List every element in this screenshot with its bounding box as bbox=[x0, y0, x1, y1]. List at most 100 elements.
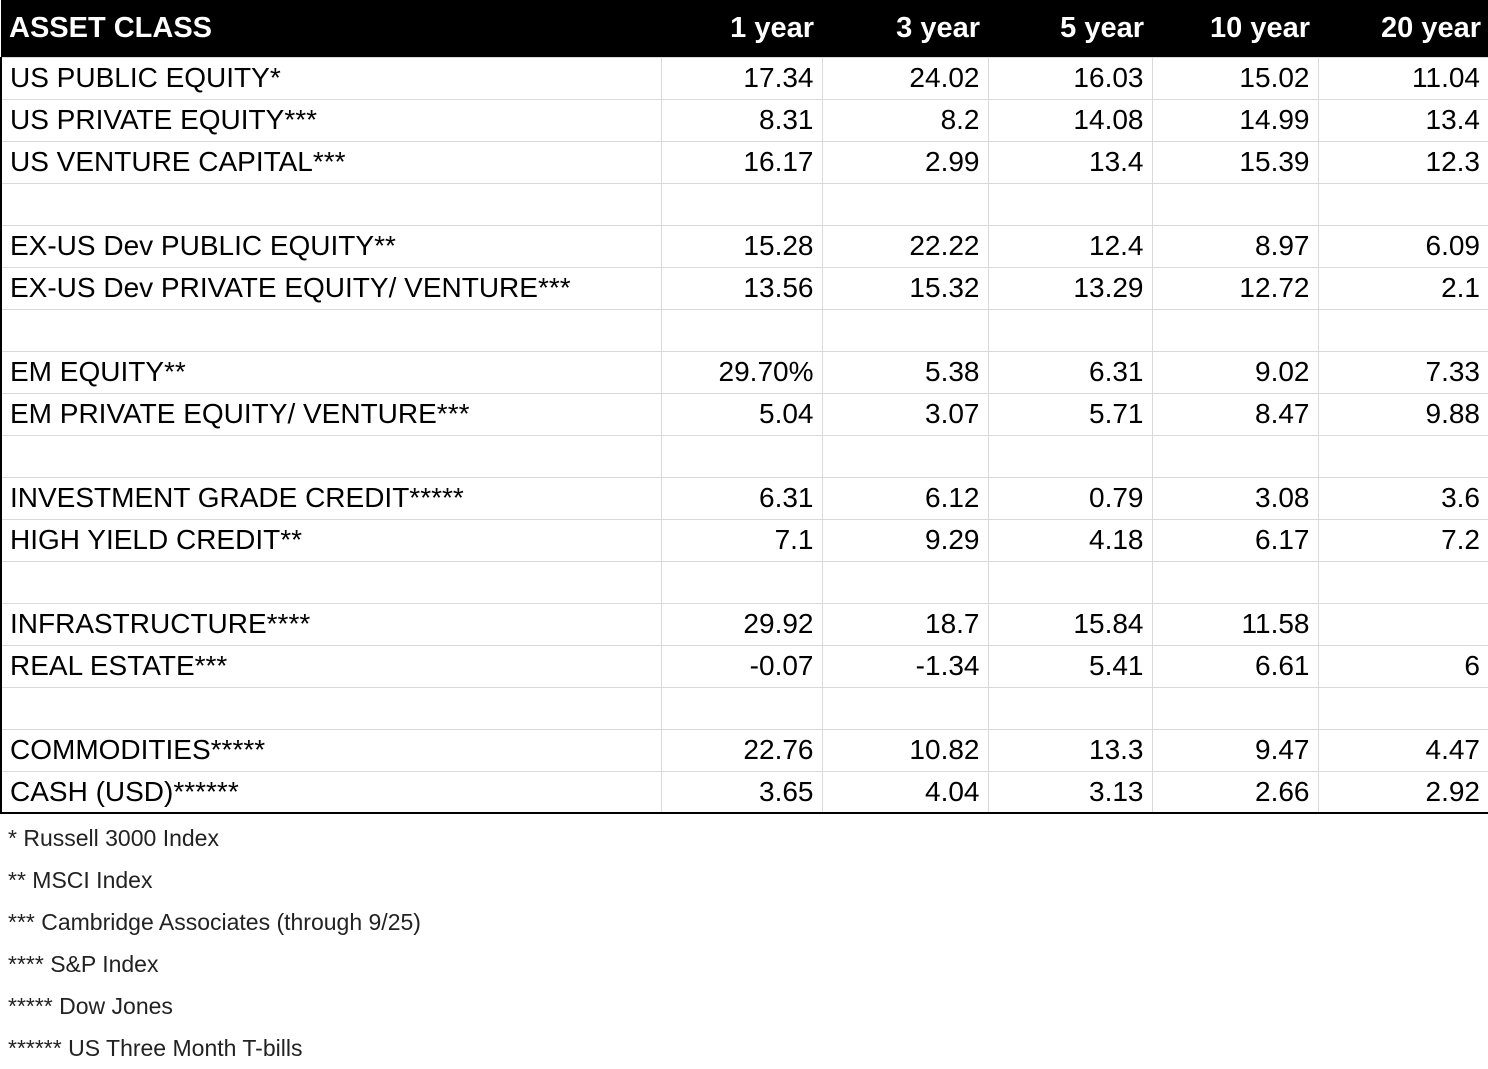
return-value-cell: 22.22 bbox=[821, 224, 989, 268]
return-value-cell bbox=[987, 686, 1153, 730]
table-row: INVESTMENT GRADE CREDIT***** 6.31 6.12 0.79… bbox=[0, 476, 1488, 520]
return-value-cell: 6.31 bbox=[987, 350, 1153, 394]
return-value-cell: -0.07 bbox=[660, 644, 823, 688]
return-value-cell bbox=[1151, 308, 1319, 352]
return-value-cell: 6.12 bbox=[821, 476, 989, 520]
spacer-row bbox=[0, 434, 1488, 478]
table-row: EX-US Dev PRIVATE EQUITY/ VENTURE*** 13.5… bbox=[0, 266, 1488, 310]
asset-class-returns-table: ASSET CLASS 1 year 3 year 5 year 10 year… bbox=[0, 0, 1488, 814]
return-value-cell bbox=[1317, 308, 1488, 352]
return-value-cell: 3.07 bbox=[821, 392, 989, 436]
return-value-cell bbox=[1151, 434, 1319, 478]
footnote: **** S&P Index bbox=[8, 951, 159, 977]
return-value-cell: 24.02 bbox=[821, 56, 989, 100]
return-value-cell: 15.28 bbox=[660, 224, 823, 268]
asset-class-cell: INVESTMENT GRADE CREDIT***** bbox=[0, 476, 662, 520]
footnote: ** MSCI Index bbox=[8, 867, 153, 893]
return-value-cell bbox=[1317, 602, 1488, 646]
return-value-cell: 4.47 bbox=[1317, 728, 1488, 772]
return-value-cell: 15.02 bbox=[1151, 56, 1319, 100]
return-value-cell bbox=[821, 308, 989, 352]
return-value-cell: 2.1 bbox=[1317, 266, 1488, 310]
return-value-cell: 13.29 bbox=[987, 266, 1153, 310]
header-5-year: 5 year bbox=[988, 0, 1152, 57]
return-value-cell: 13.4 bbox=[987, 140, 1153, 184]
asset-class-cell: EX-US Dev PRIVATE EQUITY/ VENTURE*** bbox=[0, 266, 662, 310]
table-row: US PUBLIC EQUITY* 17.34 24.02 16.03 15.02 11.… bbox=[0, 56, 1488, 100]
return-value-cell: 0.79 bbox=[987, 476, 1153, 520]
table-row: EM EQUITY** 29.70% 5.38 6.31 9.02 7.33 bbox=[0, 350, 1488, 394]
return-value-cell: 7.1 bbox=[660, 518, 823, 562]
return-value-cell: 13.3 bbox=[987, 728, 1153, 772]
return-value-cell bbox=[1317, 560, 1488, 604]
return-value-cell bbox=[660, 560, 823, 604]
return-value-cell: 4.04 bbox=[821, 770, 989, 814]
asset-class-cell: CASH (USD)****** bbox=[0, 770, 662, 814]
return-value-cell bbox=[1317, 434, 1488, 478]
return-value-cell: 8.47 bbox=[1151, 392, 1319, 436]
return-value-cell bbox=[821, 434, 989, 478]
header-3-year: 3 year bbox=[822, 0, 988, 57]
return-value-cell bbox=[987, 308, 1153, 352]
footnote: *** Cambridge Associates (through 9/25) bbox=[8, 909, 421, 935]
return-value-cell: 12.3 bbox=[1317, 140, 1488, 184]
asset-class-cell: EM EQUITY** bbox=[0, 350, 662, 394]
return-value-cell: 8.2 bbox=[821, 98, 989, 142]
header-20-year: 20 year bbox=[1318, 0, 1488, 57]
return-value-cell bbox=[987, 560, 1153, 604]
return-value-cell: 3.65 bbox=[660, 770, 823, 814]
return-value-cell: 14.08 bbox=[987, 98, 1153, 142]
return-value-cell: 8.31 bbox=[660, 98, 823, 142]
return-value-cell: 6.61 bbox=[1151, 644, 1319, 688]
return-value-cell bbox=[1317, 182, 1488, 226]
asset-class-cell: EX-US Dev PUBLIC EQUITY** bbox=[0, 224, 662, 268]
return-value-cell: 10.82 bbox=[821, 728, 989, 772]
table-row: CASH (USD)****** 3.65 4.04 3.13 2.66 2.92 bbox=[0, 770, 1488, 814]
table-row: EX-US Dev PUBLIC EQUITY** 15.28 22.22 12.4 8… bbox=[0, 224, 1488, 268]
asset-class-cell bbox=[0, 560, 662, 604]
return-value-cell: 18.7 bbox=[821, 602, 989, 646]
footnotes: * Russell 3000 Index ** MSCI Index *** Cam… bbox=[8, 817, 421, 1069]
return-value-cell: 16.17 bbox=[660, 140, 823, 184]
header-asset-class: ASSET CLASS bbox=[1, 0, 661, 57]
header-row: ASSET CLASS 1 year 3 year 5 year 10 year… bbox=[1, 0, 1488, 57]
return-value-cell bbox=[821, 560, 989, 604]
table-row: COMMODITIES***** 22.76 10.82 13.3 9.47 4.47 bbox=[0, 728, 1488, 772]
return-value-cell: 5.04 bbox=[660, 392, 823, 436]
table-row: EM PRIVATE EQUITY/ VENTURE*** 5.04 3.07 5.7… bbox=[0, 392, 1488, 436]
return-value-cell: -1.34 bbox=[821, 644, 989, 688]
asset-class-cell: US PUBLIC EQUITY* bbox=[0, 56, 662, 100]
return-value-cell: 6.31 bbox=[660, 476, 823, 520]
return-value-cell bbox=[1151, 182, 1319, 226]
return-value-cell bbox=[821, 182, 989, 226]
return-value-cell: 29.92 bbox=[660, 602, 823, 646]
table-row: US PRIVATE EQUITY*** 8.31 8.2 14.08 14.99 13.… bbox=[0, 98, 1488, 142]
return-value-cell bbox=[660, 308, 823, 352]
table-header: ASSET CLASS 1 year 3 year 5 year 10 year… bbox=[1, 0, 1488, 57]
return-value-cell: 13.56 bbox=[660, 266, 823, 310]
return-value-cell: 7.2 bbox=[1317, 518, 1488, 562]
table-row: INFRASTRUCTURE**** 29.92 18.7 15.84 11.58 bbox=[0, 602, 1488, 646]
return-value-cell: 15.39 bbox=[1151, 140, 1319, 184]
return-value-cell: 11.04 bbox=[1317, 56, 1488, 100]
return-value-cell: 5.38 bbox=[821, 350, 989, 394]
asset-class-cell bbox=[0, 686, 662, 730]
table-body: US PUBLIC EQUITY* 17.34 24.02 16.03 15.02 11.… bbox=[0, 56, 1488, 814]
return-value-cell bbox=[660, 182, 823, 226]
return-value-cell: 22.76 bbox=[660, 728, 823, 772]
return-value-cell: 12.72 bbox=[1151, 266, 1319, 310]
return-value-cell: 2.99 bbox=[821, 140, 989, 184]
return-value-cell bbox=[987, 182, 1153, 226]
return-value-cell: 5.41 bbox=[987, 644, 1153, 688]
return-value-cell bbox=[660, 434, 823, 478]
asset-class-cell bbox=[0, 308, 662, 352]
return-value-cell: 6 bbox=[1317, 644, 1488, 688]
return-value-cell bbox=[821, 686, 989, 730]
return-value-cell: 29.70% bbox=[660, 350, 823, 394]
returns-table-container: ASSET CLASS 1 year 3 year 5 year 10 year… bbox=[0, 0, 1488, 814]
return-value-cell: 15.32 bbox=[821, 266, 989, 310]
return-value-cell: 16.03 bbox=[987, 56, 1153, 100]
return-value-cell: 2.66 bbox=[1151, 770, 1319, 814]
return-value-cell: 14.99 bbox=[1151, 98, 1319, 142]
footnote: ****** US Three Month T-bills bbox=[8, 1035, 303, 1061]
